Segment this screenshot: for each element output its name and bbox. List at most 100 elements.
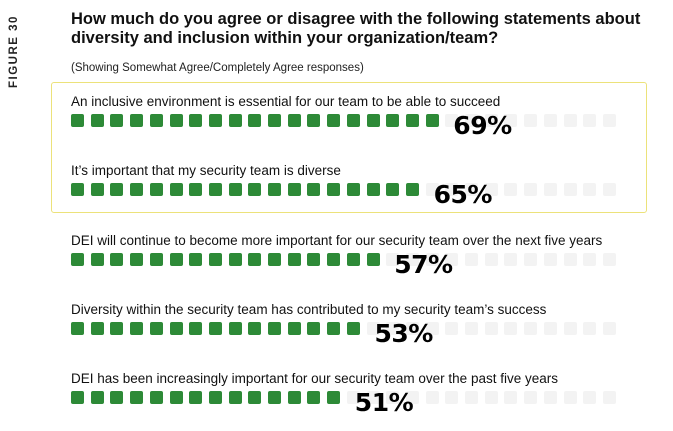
bar-square-filled <box>149 253 163 266</box>
bar-square-empty <box>386 322 400 335</box>
bar-square-empty <box>425 391 439 404</box>
bar-square-empty <box>504 114 518 127</box>
bar-square-filled <box>366 253 380 266</box>
bar-square-filled <box>268 253 281 266</box>
bar-square-empty <box>583 183 597 196</box>
bar-square-empty <box>504 183 518 196</box>
bar-square-filled <box>268 183 281 196</box>
bar-square-empty <box>465 183 478 196</box>
bar-square-filled <box>228 183 242 196</box>
bar-square-filled <box>71 183 84 196</box>
bar-square-filled <box>169 391 183 404</box>
bar-square-filled <box>71 114 84 127</box>
bar-square-empty <box>602 253 616 266</box>
bar-square-filled <box>327 183 341 196</box>
category-label: An inclusive environment is essential fo… <box>71 94 501 109</box>
value-label: 69% <box>453 111 512 140</box>
bar-square-filled <box>307 391 321 404</box>
bar-square-empty <box>602 322 616 335</box>
bar-square-filled <box>287 391 301 404</box>
bar-square-filled <box>425 114 439 127</box>
bar-square-empty <box>445 253 459 266</box>
bar-square-filled <box>169 322 183 335</box>
bar-square-filled <box>208 391 222 404</box>
bar-square-filled <box>169 183 183 196</box>
bar-square-filled <box>90 183 104 196</box>
bar-square-filled <box>130 322 144 335</box>
bar-square-empty <box>583 114 597 127</box>
bar-square-empty <box>524 183 538 196</box>
bar-square-empty <box>346 391 360 404</box>
bar-square-filled <box>228 114 242 127</box>
bar-square-filled <box>386 114 400 127</box>
bar-square-empty <box>563 183 577 196</box>
value-label: 51% <box>354 388 414 417</box>
bar-square-filled <box>149 183 163 196</box>
chart-title: How much do you agree or disagree with t… <box>71 10 641 47</box>
bar-square-filled <box>228 253 242 266</box>
bar-square-empty <box>366 322 380 335</box>
bar-square-filled <box>208 253 222 266</box>
bar-squares <box>71 114 631 128</box>
bar-square-empty <box>543 391 557 404</box>
bar-square-filled <box>307 253 321 266</box>
bar-square-filled <box>189 322 203 335</box>
bar-square-empty <box>445 183 459 196</box>
bar-square-empty <box>524 253 538 266</box>
bar-square-filled <box>366 183 380 196</box>
bar-square-filled <box>110 114 124 127</box>
bar-square-empty <box>563 391 577 404</box>
bar-square-filled <box>346 114 360 127</box>
bar-square-filled <box>268 391 281 404</box>
bar-square-filled <box>307 183 321 196</box>
bar-square-empty <box>543 322 557 335</box>
bar-square-filled <box>149 391 163 404</box>
bar-square-filled <box>287 322 301 335</box>
bar-square-filled <box>248 391 262 404</box>
bar-square-empty <box>504 391 518 404</box>
value-label: 53% <box>374 319 434 348</box>
bar-squares <box>71 322 631 336</box>
bar-square-empty <box>602 183 616 196</box>
bar-square-filled <box>327 322 341 335</box>
chart-row: DEI has been increasingly important for … <box>71 371 651 431</box>
bar-square-empty <box>543 253 557 266</box>
bar-square-filled <box>208 114 222 127</box>
bar-square-empty <box>425 322 439 335</box>
chart-row: DEI will continue to become more importa… <box>71 233 651 293</box>
bar-square-filled <box>405 114 419 127</box>
bar-square-empty <box>465 391 478 404</box>
bar-square-filled <box>130 391 144 404</box>
bar-square-filled <box>90 253 104 266</box>
bar-square-filled <box>71 391 84 404</box>
bar-square-filled <box>110 253 124 266</box>
bar-square-empty <box>543 183 557 196</box>
bar-square-empty <box>543 114 557 127</box>
highlight-box <box>51 82 647 213</box>
bar-square-filled <box>248 253 262 266</box>
bar-square-empty <box>465 253 478 266</box>
category-label: DEI has been increasingly important for … <box>71 371 558 386</box>
bar-square-filled <box>149 322 163 335</box>
bar-square-filled <box>268 114 281 127</box>
bar-squares <box>71 253 631 267</box>
bar-square-empty <box>504 322 518 335</box>
bar-square-filled <box>287 253 301 266</box>
bar-square-filled <box>208 322 222 335</box>
bar-square-filled <box>346 253 360 266</box>
bar-square-empty <box>583 322 597 335</box>
bar-square-filled <box>248 183 262 196</box>
bar-square-filled <box>90 322 104 335</box>
bar-square-filled <box>169 253 183 266</box>
bar-square-empty <box>524 391 538 404</box>
bar-square-filled <box>189 183 203 196</box>
bar-square-filled <box>327 253 341 266</box>
bar-square-empty <box>583 253 597 266</box>
category-label: Diversity within the security team has c… <box>71 302 547 317</box>
bar-square-filled <box>189 114 203 127</box>
bar-square-empty <box>465 322 478 335</box>
bar-square-filled <box>110 391 124 404</box>
bar-square-filled <box>130 253 144 266</box>
bar-square-filled <box>287 183 301 196</box>
bar-square-filled <box>189 253 203 266</box>
